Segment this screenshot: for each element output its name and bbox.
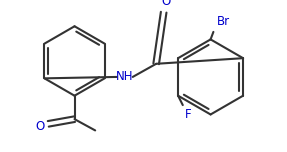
Text: O: O: [161, 0, 170, 7]
Text: F: F: [185, 108, 191, 121]
Text: NH: NH: [115, 70, 133, 83]
Text: Br: Br: [217, 15, 230, 28]
Text: O: O: [35, 120, 44, 133]
